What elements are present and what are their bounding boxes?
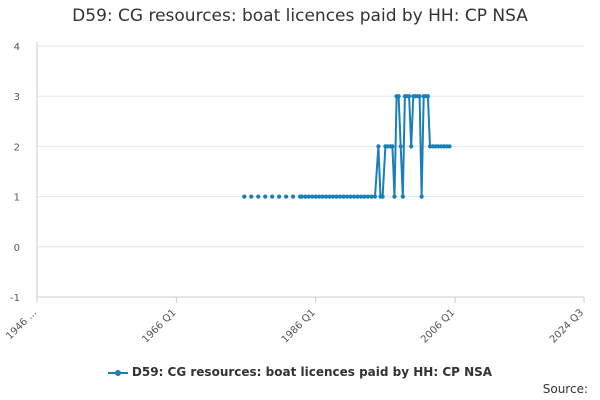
data-point[interactable] — [303, 194, 308, 199]
data-point[interactable] — [406, 94, 412, 99]
data-point[interactable] — [419, 194, 424, 199]
data-point[interactable] — [358, 194, 364, 199]
data-point[interactable] — [324, 194, 329, 199]
data-point[interactable] — [341, 194, 346, 199]
data-point[interactable] — [417, 94, 422, 99]
data-point[interactable] — [344, 194, 350, 199]
series-markers — [242, 94, 452, 199]
data-point[interactable] — [290, 194, 296, 199]
data-point[interactable] — [338, 194, 343, 199]
axes — [36, 42, 585, 303]
data-point[interactable] — [348, 194, 353, 199]
data-point[interactable] — [369, 194, 374, 199]
x-tick-label: 1946 ... — [4, 307, 39, 342]
legend-swatch-icon — [107, 368, 128, 378]
x-tick-label: 2024 Q3 — [548, 307, 586, 345]
data-point[interactable] — [256, 194, 261, 199]
legend[interactable]: D59: CG resources: boat licences paid by… — [0, 365, 600, 379]
data-point[interactable] — [400, 194, 405, 199]
data-point[interactable] — [331, 194, 336, 199]
data-point[interactable] — [270, 194, 275, 199]
legend-label: D59: CG resources: boat licences paid by… — [131, 365, 493, 379]
data-point[interactable] — [306, 194, 311, 199]
data-point[interactable] — [365, 194, 371, 199]
data-point[interactable] — [320, 194, 325, 199]
x-tick-label: 1986 Q1 — [280, 307, 318, 345]
data-point[interactable] — [351, 194, 357, 199]
x-tick-label: 1966 Q1 — [140, 307, 178, 345]
data-point[interactable] — [372, 194, 378, 199]
data-point[interactable] — [376, 144, 381, 149]
data-point[interactable] — [425, 94, 431, 99]
y-tick-label: -1 — [10, 293, 20, 304]
y-tick-label: 1 — [14, 193, 20, 204]
data-point[interactable] — [409, 144, 414, 149]
x-tick-labels: 1946 ... 1966 Q1 1986 Q1 2006 Q1 2024 Q3 — [4, 307, 586, 345]
data-point[interactable] — [242, 194, 247, 199]
data-point[interactable] — [396, 94, 401, 99]
data-point[interactable] — [398, 144, 403, 149]
data-point[interactable] — [299, 194, 304, 199]
source-label: Source: — [542, 382, 588, 396]
data-point[interactable] — [380, 194, 385, 199]
data-point[interactable] — [284, 194, 289, 199]
y-tick-label: 0 — [14, 243, 20, 254]
y-tick-labels: 4 3 2 1 0 -1 — [10, 42, 20, 304]
data-point[interactable] — [447, 144, 452, 149]
chart-title: D59: CG resources: boat licences paid by… — [72, 6, 528, 26]
data-point[interactable] — [390, 144, 395, 149]
data-point[interactable] — [249, 194, 254, 199]
x-tick-label: 2006 Q1 — [419, 307, 457, 345]
y-tick-label: 4 — [14, 42, 20, 53]
data-point[interactable] — [392, 194, 397, 199]
gridlines — [37, 45, 584, 298]
data-point[interactable] — [263, 194, 268, 199]
data-point[interactable] — [362, 194, 367, 199]
y-tick-label: 2 — [14, 142, 20, 153]
data-point[interactable] — [355, 194, 360, 199]
data-point[interactable] — [334, 194, 339, 199]
data-point[interactable] — [277, 194, 282, 199]
y-tick-label: 3 — [14, 92, 20, 103]
data-point[interactable] — [327, 194, 332, 199]
data-point[interactable] — [313, 194, 318, 199]
data-point[interactable] — [310, 194, 315, 199]
data-point[interactable] — [317, 194, 322, 199]
